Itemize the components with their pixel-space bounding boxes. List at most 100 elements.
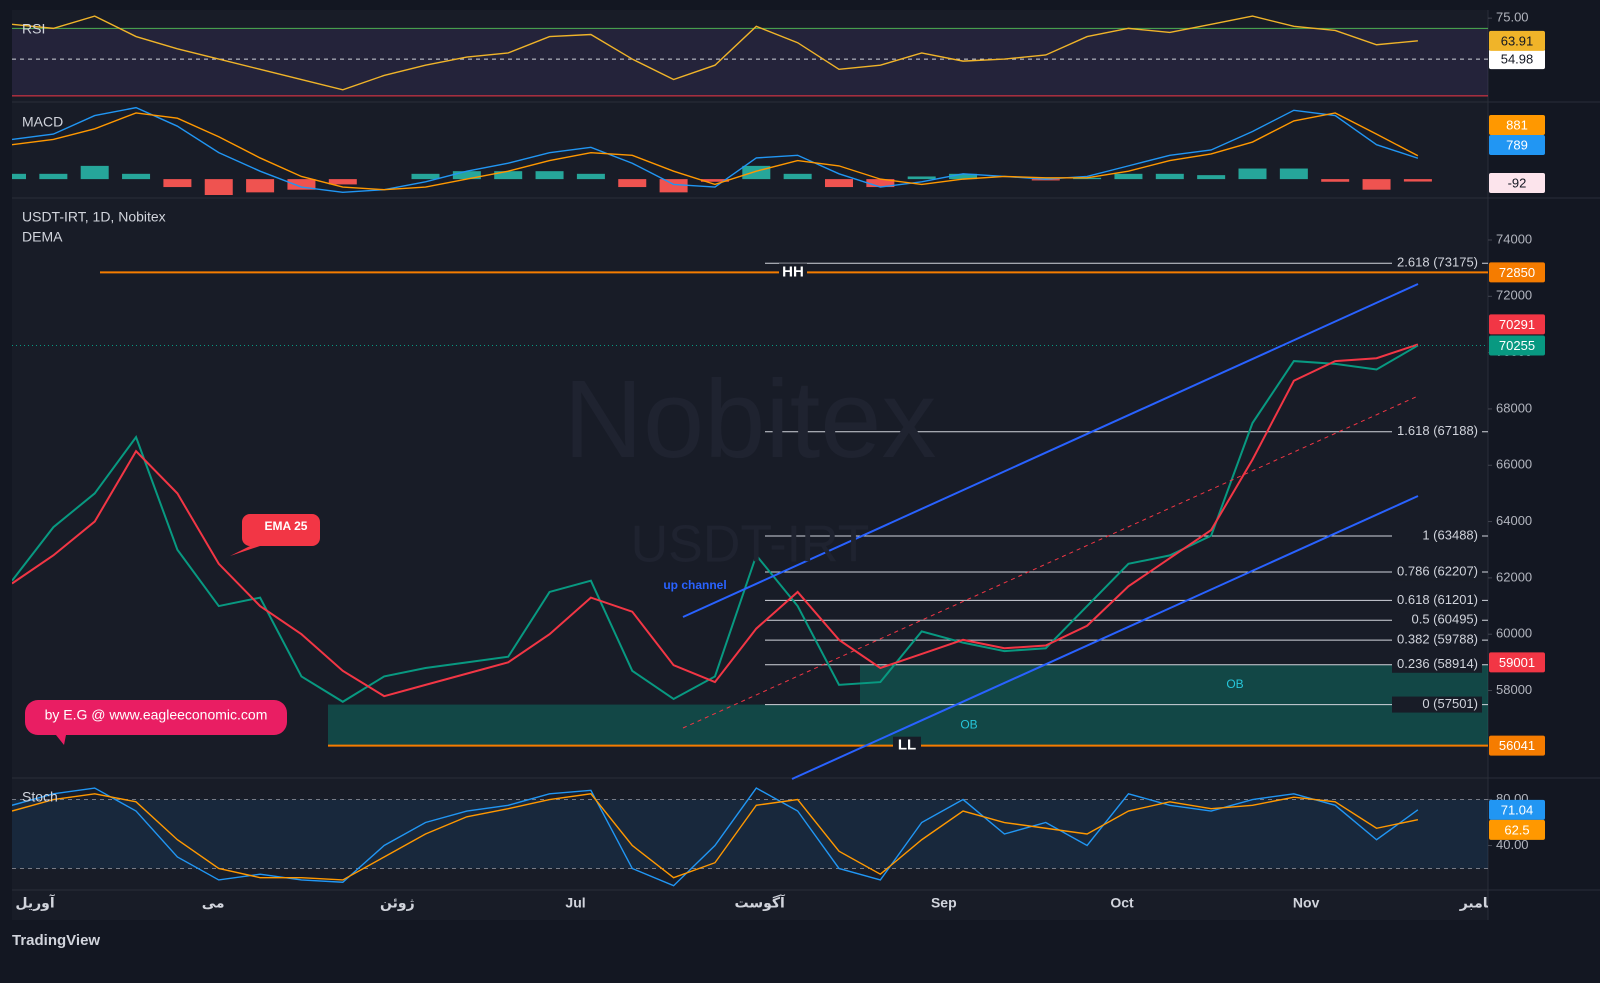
histogram-bar [411,173,440,180]
callout-text: EMA 25 [265,519,308,533]
macd-line [12,112,1419,191]
price-label: -92 [1508,175,1527,190]
y-tick-label: 72000 [1496,288,1532,303]
histogram-bar [535,171,564,180]
price-label-box [1489,335,1545,356]
x-tick-label: دسامبر [1459,895,1509,912]
histogram-bar [700,179,729,182]
series-line [12,343,1419,698]
plot-layer: OB OB آوریل می ژوئن Jul آگوست Sep Oct Nov دسامبر [12,15,1509,912]
price-label-box [1489,135,1545,155]
x-tick-label: Nov [1293,895,1320,911]
fib-label-bg [1392,527,1482,544]
pane-title: MACD [22,114,63,130]
x-tick-label: آوریل [15,894,56,912]
x-tick-label: Sep [931,895,957,911]
channel-mid-line [682,395,1419,729]
y-tick-label: 60000 [1496,626,1532,641]
pane-title: RSI [22,21,45,37]
logo-text: TradingView [12,932,100,949]
price-label-box [1489,652,1545,673]
histogram-bar [1321,179,1350,182]
histogram-bar [12,173,26,180]
x-tick-label: ژوئن [380,895,415,912]
histogram-bar [783,173,812,180]
histogram-bar [576,173,605,180]
channel-line [791,495,1419,780]
fib-label-bg [1392,255,1482,272]
series-line [12,793,1419,881]
price-label-box [1489,262,1545,283]
fib-label: 1 (63488) [1422,527,1478,542]
price-label: 72850 [1499,265,1535,280]
fib-label: 1.618 (67188) [1397,423,1478,438]
price-label: 70255 [1499,338,1535,353]
histogram-bar [1238,168,1267,180]
fib-label-bg [1392,423,1482,440]
price-label-box [1489,115,1545,135]
y-tick-label: 75.00 [1496,10,1529,25]
fib-label: 0.786 (62207) [1397,563,1478,578]
fib-label: 0 (57501) [1422,696,1478,711]
level-label-bg [779,263,807,282]
histogram-bar [949,173,978,180]
y-tick-label: 40.00 [1496,837,1529,852]
fib-label: 0.382 (59788) [1397,632,1478,647]
fib-label: 0.618 (61201) [1397,592,1478,607]
level-label: LL [898,737,916,754]
order-block-label: OB [1226,677,1243,691]
pane-subtitle: DEMA [22,229,63,245]
histogram-bar [1197,175,1226,180]
price-label: 54.98 [1501,52,1534,67]
x-tick-label: آگوست [735,894,787,912]
histogram-bar [1403,179,1432,182]
order-block-label: OB [960,717,977,731]
pane-title: Stoch [22,789,58,805]
histogram-bar [163,179,192,188]
price-label-box [1489,819,1545,840]
x-tick-label: Jul [565,895,585,911]
histogram-bar [618,179,647,188]
price-label-box [1489,173,1545,193]
histogram-bar [328,179,357,185]
x-tick-label: می [202,895,225,911]
price-label-box [1489,799,1545,820]
price-label: 62.5 [1504,822,1529,837]
fib-label-bg [1392,592,1482,609]
annotation: up channel [663,578,726,592]
callout [230,514,320,556]
price-label: 63.91 [1501,33,1534,48]
histogram-bar [452,171,481,180]
price-label-box [1489,30,1545,51]
fib-label-bg [1392,696,1482,713]
price-label: 59001 [1499,655,1535,670]
y-tick-label: 58000 [1496,682,1532,697]
y-tick-label: 68000 [1496,400,1532,415]
band-fill [12,799,1488,869]
price-label-box [1489,735,1545,756]
watermark: USDT-IRT [631,516,870,574]
histogram-bar [287,179,316,190]
band-fill [12,28,1488,96]
signature-box [25,700,287,745]
price-label: 56041 [1499,738,1535,753]
histogram-bar [1155,173,1184,180]
fib-label-bg [1392,564,1482,581]
histogram-bar [1114,173,1143,180]
y-tick-label: 64000 [1496,513,1532,528]
histogram-bar [742,165,771,180]
histogram-bar [246,179,275,193]
x-tick-label: Oct [1110,895,1134,911]
fib-label-bg [1392,632,1482,649]
channel-line [682,283,1419,618]
order-block [860,664,1488,705]
fib-label: 2.618 (73175) [1397,255,1478,270]
histogram-bar [907,176,936,180]
histogram-bar [204,179,233,195]
histogram-bar [659,179,688,193]
series-line [12,787,1419,887]
y-tick-label: 62000 [1496,569,1532,584]
y-tick-label: 74000 [1496,231,1532,246]
histogram-bar [1362,179,1391,190]
